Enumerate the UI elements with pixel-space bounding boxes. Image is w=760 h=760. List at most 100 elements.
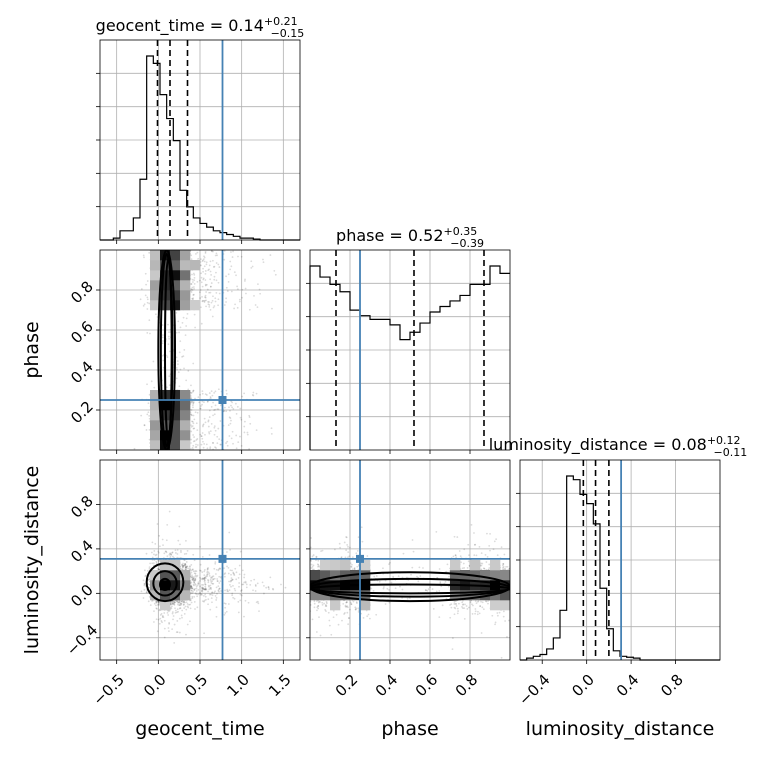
sample-point <box>186 623 189 626</box>
sample-point <box>233 574 236 577</box>
sample-point <box>219 420 222 422</box>
sample-point <box>229 569 232 572</box>
density-cell <box>180 280 191 291</box>
sample-point <box>149 332 151 335</box>
sample-point <box>192 570 195 573</box>
sample-point <box>196 574 199 577</box>
sample-point <box>216 580 219 583</box>
sample-point <box>185 566 187 569</box>
sample-point <box>209 308 212 311</box>
sample-point <box>193 436 195 438</box>
sample-point <box>192 553 195 556</box>
sample-point <box>184 566 187 569</box>
sample-point <box>198 592 201 595</box>
sample-point <box>210 250 213 252</box>
sample-point <box>216 592 218 595</box>
sample-point <box>241 296 244 299</box>
sample-point <box>181 616 183 619</box>
sample-point <box>148 414 151 417</box>
sample-point <box>140 288 143 290</box>
sample-point <box>181 321 184 324</box>
density-cell <box>170 420 181 431</box>
sample-point <box>178 607 181 610</box>
sample-point <box>210 301 213 304</box>
sample-point <box>165 539 168 542</box>
density-cell <box>170 430 181 441</box>
sample-point <box>183 564 186 567</box>
sample-point <box>218 575 221 578</box>
sample-point <box>202 277 205 280</box>
sample-point <box>224 572 227 575</box>
sample-point <box>197 581 200 584</box>
sample-point <box>240 418 243 421</box>
sample-point <box>186 313 189 315</box>
sample-point <box>231 406 233 409</box>
sample-point <box>189 396 192 398</box>
sample-point <box>182 566 184 569</box>
sample-point <box>227 572 230 575</box>
sample-point <box>237 600 240 603</box>
sample-point <box>206 573 208 576</box>
sample-point <box>191 446 194 449</box>
density-cell <box>170 270 181 281</box>
sample-point <box>193 584 195 587</box>
sample-point <box>192 422 195 425</box>
sample-point <box>168 510 171 513</box>
density-cell <box>150 390 161 401</box>
sample-point <box>183 563 186 565</box>
sample-point <box>162 616 165 619</box>
sample-point <box>213 278 216 281</box>
sample-point <box>207 303 210 306</box>
sample-point <box>195 585 198 588</box>
sample-point <box>191 404 194 407</box>
sample-point <box>217 585 220 588</box>
sample-point <box>201 300 204 303</box>
sample-point <box>148 567 151 570</box>
sample-point <box>203 576 206 579</box>
sample-point <box>175 356 178 359</box>
sample-point <box>207 419 210 422</box>
sample-point <box>203 401 205 404</box>
sample-point <box>231 430 234 433</box>
sample-point <box>142 254 145 257</box>
sample-point <box>223 573 226 576</box>
sample-point <box>213 591 216 594</box>
sample-point <box>228 435 231 437</box>
sample-point <box>212 250 214 253</box>
sample-point <box>231 401 233 404</box>
sample-point <box>201 571 204 574</box>
sample-point <box>184 565 187 568</box>
sample-point <box>192 575 194 578</box>
sample-point <box>214 297 217 300</box>
sample-point <box>161 324 164 326</box>
sample-point <box>269 576 272 579</box>
sample-point <box>192 281 194 283</box>
sample-point <box>208 554 211 556</box>
sample-point <box>207 603 209 606</box>
sample-point <box>185 539 187 542</box>
sample-point <box>144 294 147 297</box>
sample-point <box>163 627 166 630</box>
sample-point <box>190 283 192 285</box>
sample-point <box>173 603 175 605</box>
sample-point <box>201 260 204 263</box>
sample-point <box>199 433 202 436</box>
sample-point <box>252 391 255 394</box>
sample-point <box>225 301 227 303</box>
sample-point <box>205 305 207 308</box>
sample-point <box>172 603 174 605</box>
sample-point <box>202 270 205 273</box>
sample-point <box>230 577 233 580</box>
sample-point <box>192 583 195 586</box>
sample-point <box>233 597 236 600</box>
sample-point <box>216 442 219 445</box>
sample-point <box>176 600 178 603</box>
sample-point <box>199 393 201 396</box>
sample-point <box>149 604 152 607</box>
sample-point <box>201 589 204 592</box>
sample-point <box>163 619 166 622</box>
sample-point <box>272 588 275 591</box>
sample-point <box>208 291 210 294</box>
sample-point <box>258 288 261 291</box>
sample-point <box>217 298 220 301</box>
